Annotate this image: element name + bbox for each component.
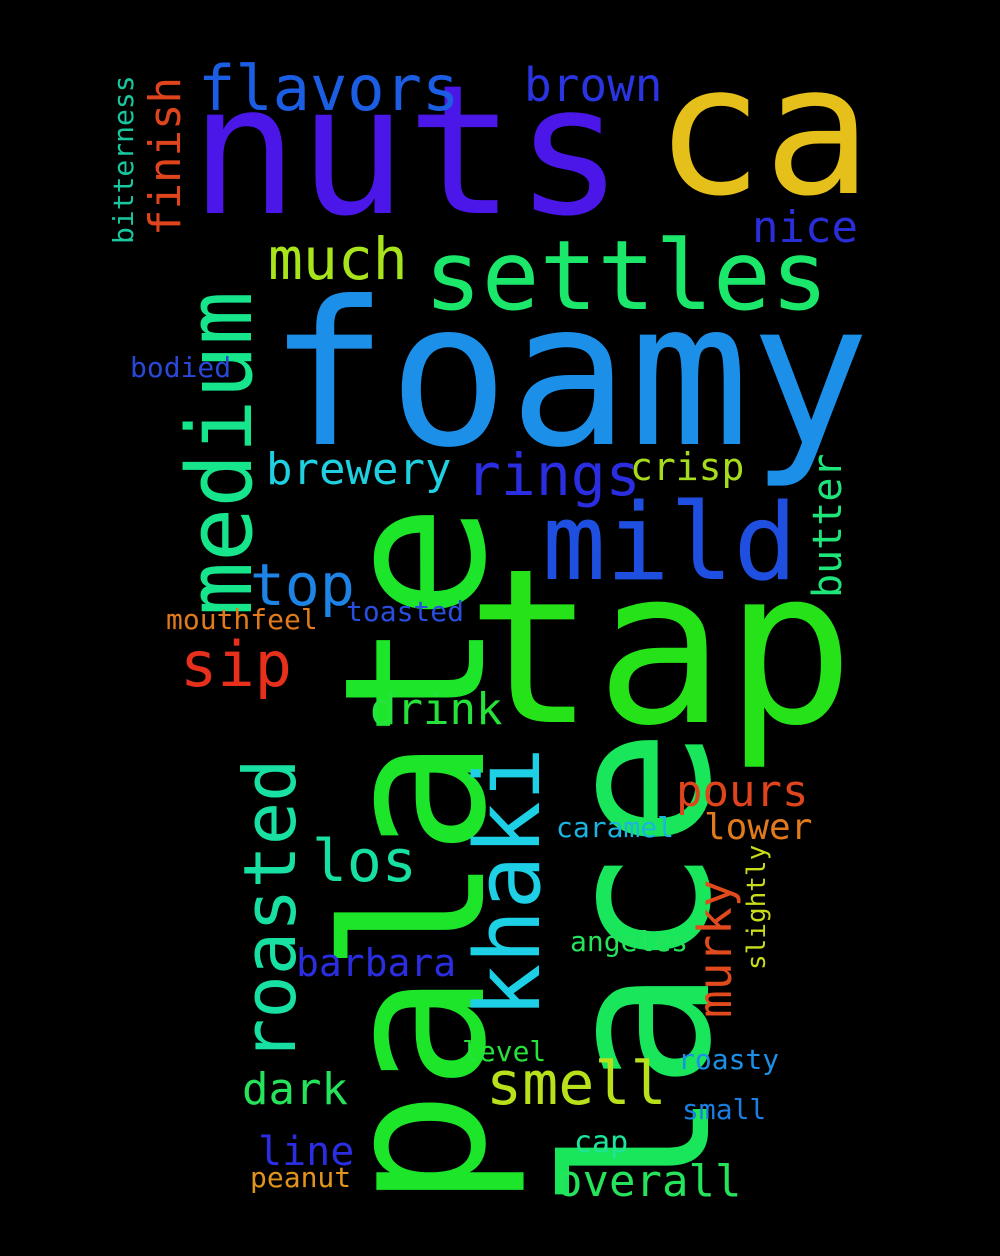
word-butter: butter	[805, 453, 851, 599]
word-angeles: angeles	[570, 925, 689, 958]
word-line: line	[258, 1129, 355, 1175]
word-khaki: khaki	[456, 747, 561, 1018]
word-mouthfeel: mouthfeel	[166, 603, 318, 636]
word-brown: brown	[524, 58, 663, 112]
word-level: level	[462, 1035, 547, 1068]
word-rings: rings	[466, 441, 641, 509]
word-top: top	[250, 551, 355, 619]
word-nice: nice	[752, 202, 858, 253]
word-small: small	[682, 1093, 767, 1126]
word-cap: cap	[574, 1125, 629, 1160]
word-bitterness: bitterness	[107, 75, 140, 244]
word-lower: lower	[704, 807, 813, 848]
word-pours: pours	[676, 766, 809, 817]
word-caramel: caramel	[556, 811, 675, 844]
word-nuts: nuts	[190, 47, 624, 256]
word-los: los	[312, 827, 417, 895]
word-flavors: flavors	[198, 52, 460, 125]
word-smell: smell	[486, 1049, 667, 1119]
word-sip: sip	[180, 628, 292, 701]
word-roasty: roasty	[678, 1043, 780, 1076]
word-brewery: brewery	[266, 444, 452, 495]
word-tap: tap	[466, 522, 855, 773]
word-roasted: roasted	[228, 758, 312, 1062]
word-bodied: bodied	[130, 351, 232, 384]
word-peanut: peanut	[250, 1161, 352, 1194]
word-slightly: slightly	[742, 844, 772, 970]
word-overall: overall	[556, 1156, 742, 1207]
word-much: much	[268, 225, 408, 293]
word-toasted: toasted	[346, 595, 465, 628]
word-drink: drink	[370, 684, 503, 735]
word-crisp: crisp	[630, 445, 745, 489]
word-foamy: foamy	[268, 259, 871, 492]
word-barbara: barbara	[296, 941, 457, 985]
word-mild: mild	[542, 481, 798, 604]
word-murky: murky	[688, 879, 742, 1018]
word-settles: settles	[424, 220, 829, 332]
word-ca: ca	[655, 27, 872, 236]
word-finish: finish	[140, 77, 191, 236]
word-dark: dark	[242, 1064, 348, 1115]
